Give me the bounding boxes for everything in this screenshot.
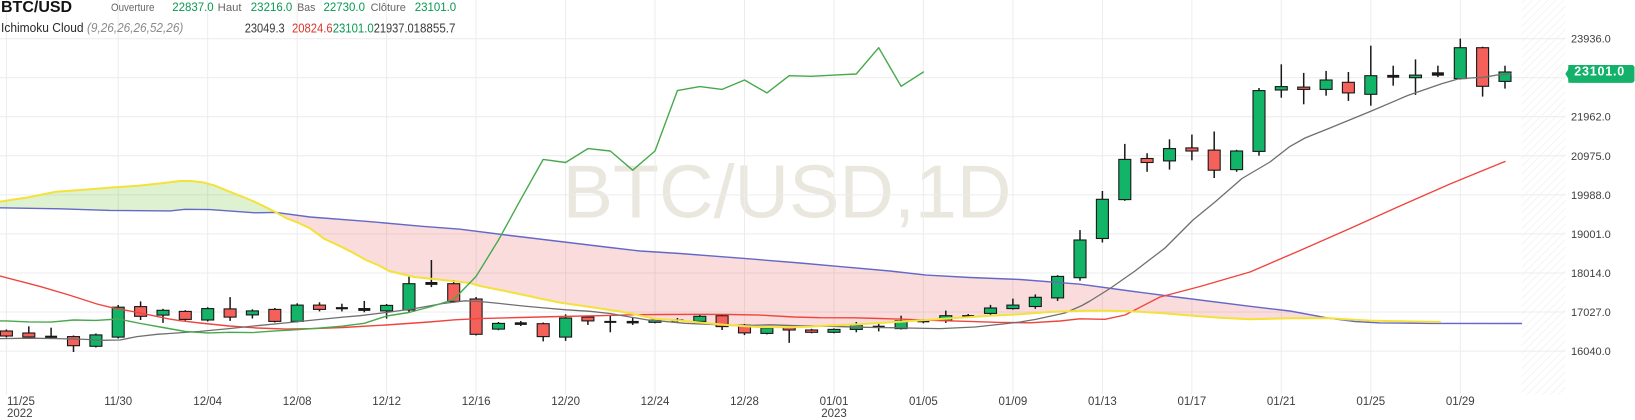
svg-text:20975.0: 20975.0 bbox=[1571, 151, 1611, 163]
svg-text:12/12: 12/12 bbox=[372, 396, 401, 408]
svg-text:23101.0: 23101.0 bbox=[333, 20, 374, 35]
svg-text:01/17: 01/17 bbox=[1178, 396, 1207, 408]
svg-text:20824.6: 20824.6 bbox=[292, 20, 333, 35]
svg-text:12/08: 12/08 bbox=[283, 396, 312, 408]
svg-text:22837.0: 22837.0 bbox=[172, 0, 214, 14]
svg-text:BTC/USD: BTC/USD bbox=[1, 0, 72, 16]
svg-text:19988.0: 19988.0 bbox=[1571, 190, 1611, 202]
svg-text:Bas: Bas bbox=[297, 2, 316, 14]
svg-text:Ichimoku Cloud: Ichimoku Cloud bbox=[1, 21, 84, 35]
svg-text:12/28: 12/28 bbox=[730, 396, 759, 408]
svg-text:23216.0: 23216.0 bbox=[251, 0, 293, 14]
svg-text:Clôture: Clôture bbox=[371, 2, 406, 14]
svg-text:12/04: 12/04 bbox=[193, 396, 222, 408]
svg-text:17027.0: 17027.0 bbox=[1571, 307, 1611, 319]
svg-text:Ouverture: Ouverture bbox=[111, 2, 154, 14]
svg-text:12/20: 12/20 bbox=[551, 396, 580, 408]
svg-text:11/25: 11/25 bbox=[7, 396, 35, 408]
svg-text:21962.0: 21962.0 bbox=[1571, 112, 1611, 124]
svg-text:19001.0: 19001.0 bbox=[1571, 229, 1611, 241]
svg-text:2023: 2023 bbox=[821, 408, 847, 420]
svg-text:21937.0: 21937.0 bbox=[374, 20, 414, 35]
svg-text:23101.0: 23101.0 bbox=[1574, 65, 1624, 79]
svg-text:(9,26,26,26,52,26): (9,26,26,26,52,26) bbox=[87, 21, 183, 35]
svg-text:01/01: 01/01 bbox=[820, 396, 849, 408]
svg-text:23936.0: 23936.0 bbox=[1571, 34, 1611, 46]
svg-text:23101.0: 23101.0 bbox=[415, 0, 457, 14]
svg-text:01/29: 01/29 bbox=[1446, 396, 1475, 408]
svg-text:01/25: 01/25 bbox=[1356, 396, 1385, 408]
svg-text:23049.3: 23049.3 bbox=[245, 20, 285, 35]
svg-text:Haut: Haut bbox=[218, 2, 242, 14]
svg-text:01/05: 01/05 bbox=[909, 396, 938, 408]
svg-text:12/16: 12/16 bbox=[462, 396, 491, 408]
svg-text:01/21: 01/21 bbox=[1267, 396, 1296, 408]
svg-text:18855.7: 18855.7 bbox=[414, 20, 456, 35]
svg-text:11/30: 11/30 bbox=[104, 396, 132, 408]
svg-text:01/09: 01/09 bbox=[999, 396, 1028, 408]
svg-text:18014.0: 18014.0 bbox=[1571, 268, 1611, 280]
svg-text:22730.0: 22730.0 bbox=[324, 0, 366, 14]
svg-text:01/13: 01/13 bbox=[1088, 396, 1117, 408]
svg-text:BTC/USD,1D: BTC/USD,1D bbox=[563, 150, 1012, 234]
svg-text:2022: 2022 bbox=[7, 408, 33, 420]
svg-text:16040.0: 16040.0 bbox=[1571, 346, 1611, 358]
svg-text:12/24: 12/24 bbox=[641, 396, 670, 408]
